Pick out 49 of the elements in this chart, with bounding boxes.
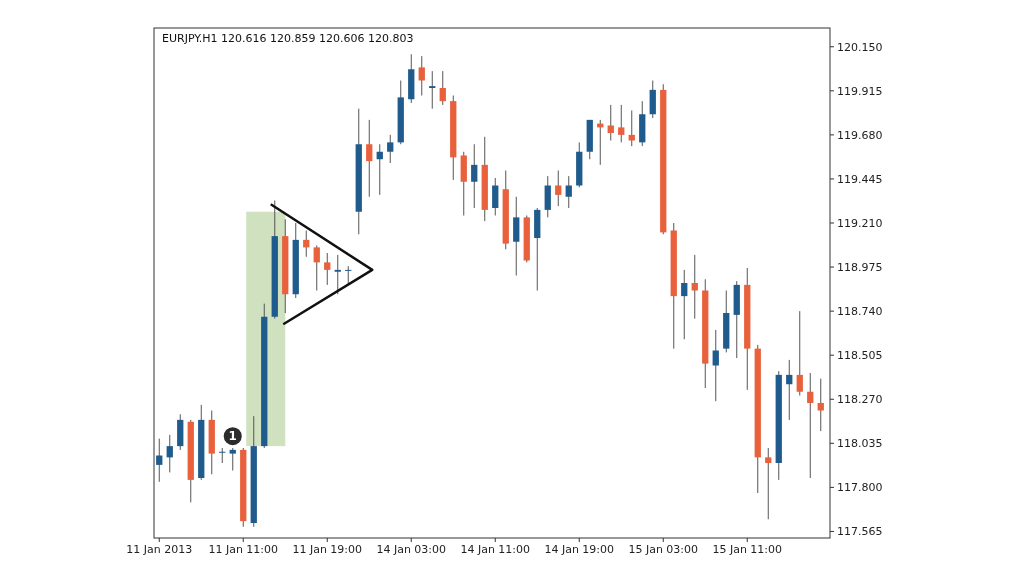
y-tick-label: 119.680 xyxy=(837,128,883,142)
candlestick xyxy=(156,438,163,483)
candlestick xyxy=(429,70,436,110)
candlestick xyxy=(565,175,572,209)
candlestick xyxy=(555,170,562,207)
candlestick xyxy=(313,245,320,291)
x-tick-label: 14 Jan 11:00 xyxy=(460,543,531,556)
y-tick-label: 118.740 xyxy=(837,304,883,318)
y-tick-label: 118.505 xyxy=(837,349,883,363)
candlestick xyxy=(786,359,793,421)
y-tick-label: 118.270 xyxy=(837,393,883,407)
y-tick-label: 118.035 xyxy=(837,437,883,451)
y-tick-label: 117.800 xyxy=(837,481,883,495)
candlestick xyxy=(796,310,803,396)
candlestick xyxy=(418,55,425,96)
candlestick xyxy=(765,447,772,520)
candlestick xyxy=(471,143,478,209)
candlestick xyxy=(166,434,173,473)
x-tick-label: 15 Jan 11:00 xyxy=(712,543,783,556)
x-tick-label: 15 Jan 03:00 xyxy=(628,543,699,556)
candlestick xyxy=(712,329,719,402)
y-tick-label: 117.565 xyxy=(837,525,883,539)
candlestick xyxy=(618,104,625,143)
candlestick xyxy=(817,378,824,432)
candlestick xyxy=(691,254,698,320)
y-tick-label: 120.150 xyxy=(837,40,883,54)
candlestick xyxy=(345,265,352,286)
candlestick xyxy=(387,134,394,164)
y-tick-label: 119.210 xyxy=(837,216,883,230)
candlestick xyxy=(681,269,688,340)
x-tick-label: 11 Jan 19:00 xyxy=(292,543,363,556)
y-tick-label: 119.915 xyxy=(837,84,883,98)
candlestick xyxy=(628,110,635,147)
candlestick xyxy=(229,447,236,471)
y-tick-label: 119.445 xyxy=(837,172,883,186)
candlestick xyxy=(492,177,499,216)
candlestick xyxy=(366,119,373,198)
x-tick-label: 11 Jan 11:00 xyxy=(208,543,279,556)
candlestick xyxy=(807,372,814,479)
candlestick xyxy=(324,252,331,286)
candlestick xyxy=(219,447,226,464)
x-tick-label: 11 Jan 2013 xyxy=(126,543,193,556)
annotation: 1 xyxy=(228,429,237,444)
x-tick-label: 14 Jan 19:00 xyxy=(544,543,615,556)
y-tick-label: 118.975 xyxy=(837,260,883,274)
candlestick xyxy=(439,70,446,106)
chart-title: EURJPY.H1 120.616 120.859 120.606 120.803 xyxy=(162,32,414,45)
x-tick-label: 14 Jan 03:00 xyxy=(376,543,447,556)
candlestick xyxy=(334,254,341,295)
